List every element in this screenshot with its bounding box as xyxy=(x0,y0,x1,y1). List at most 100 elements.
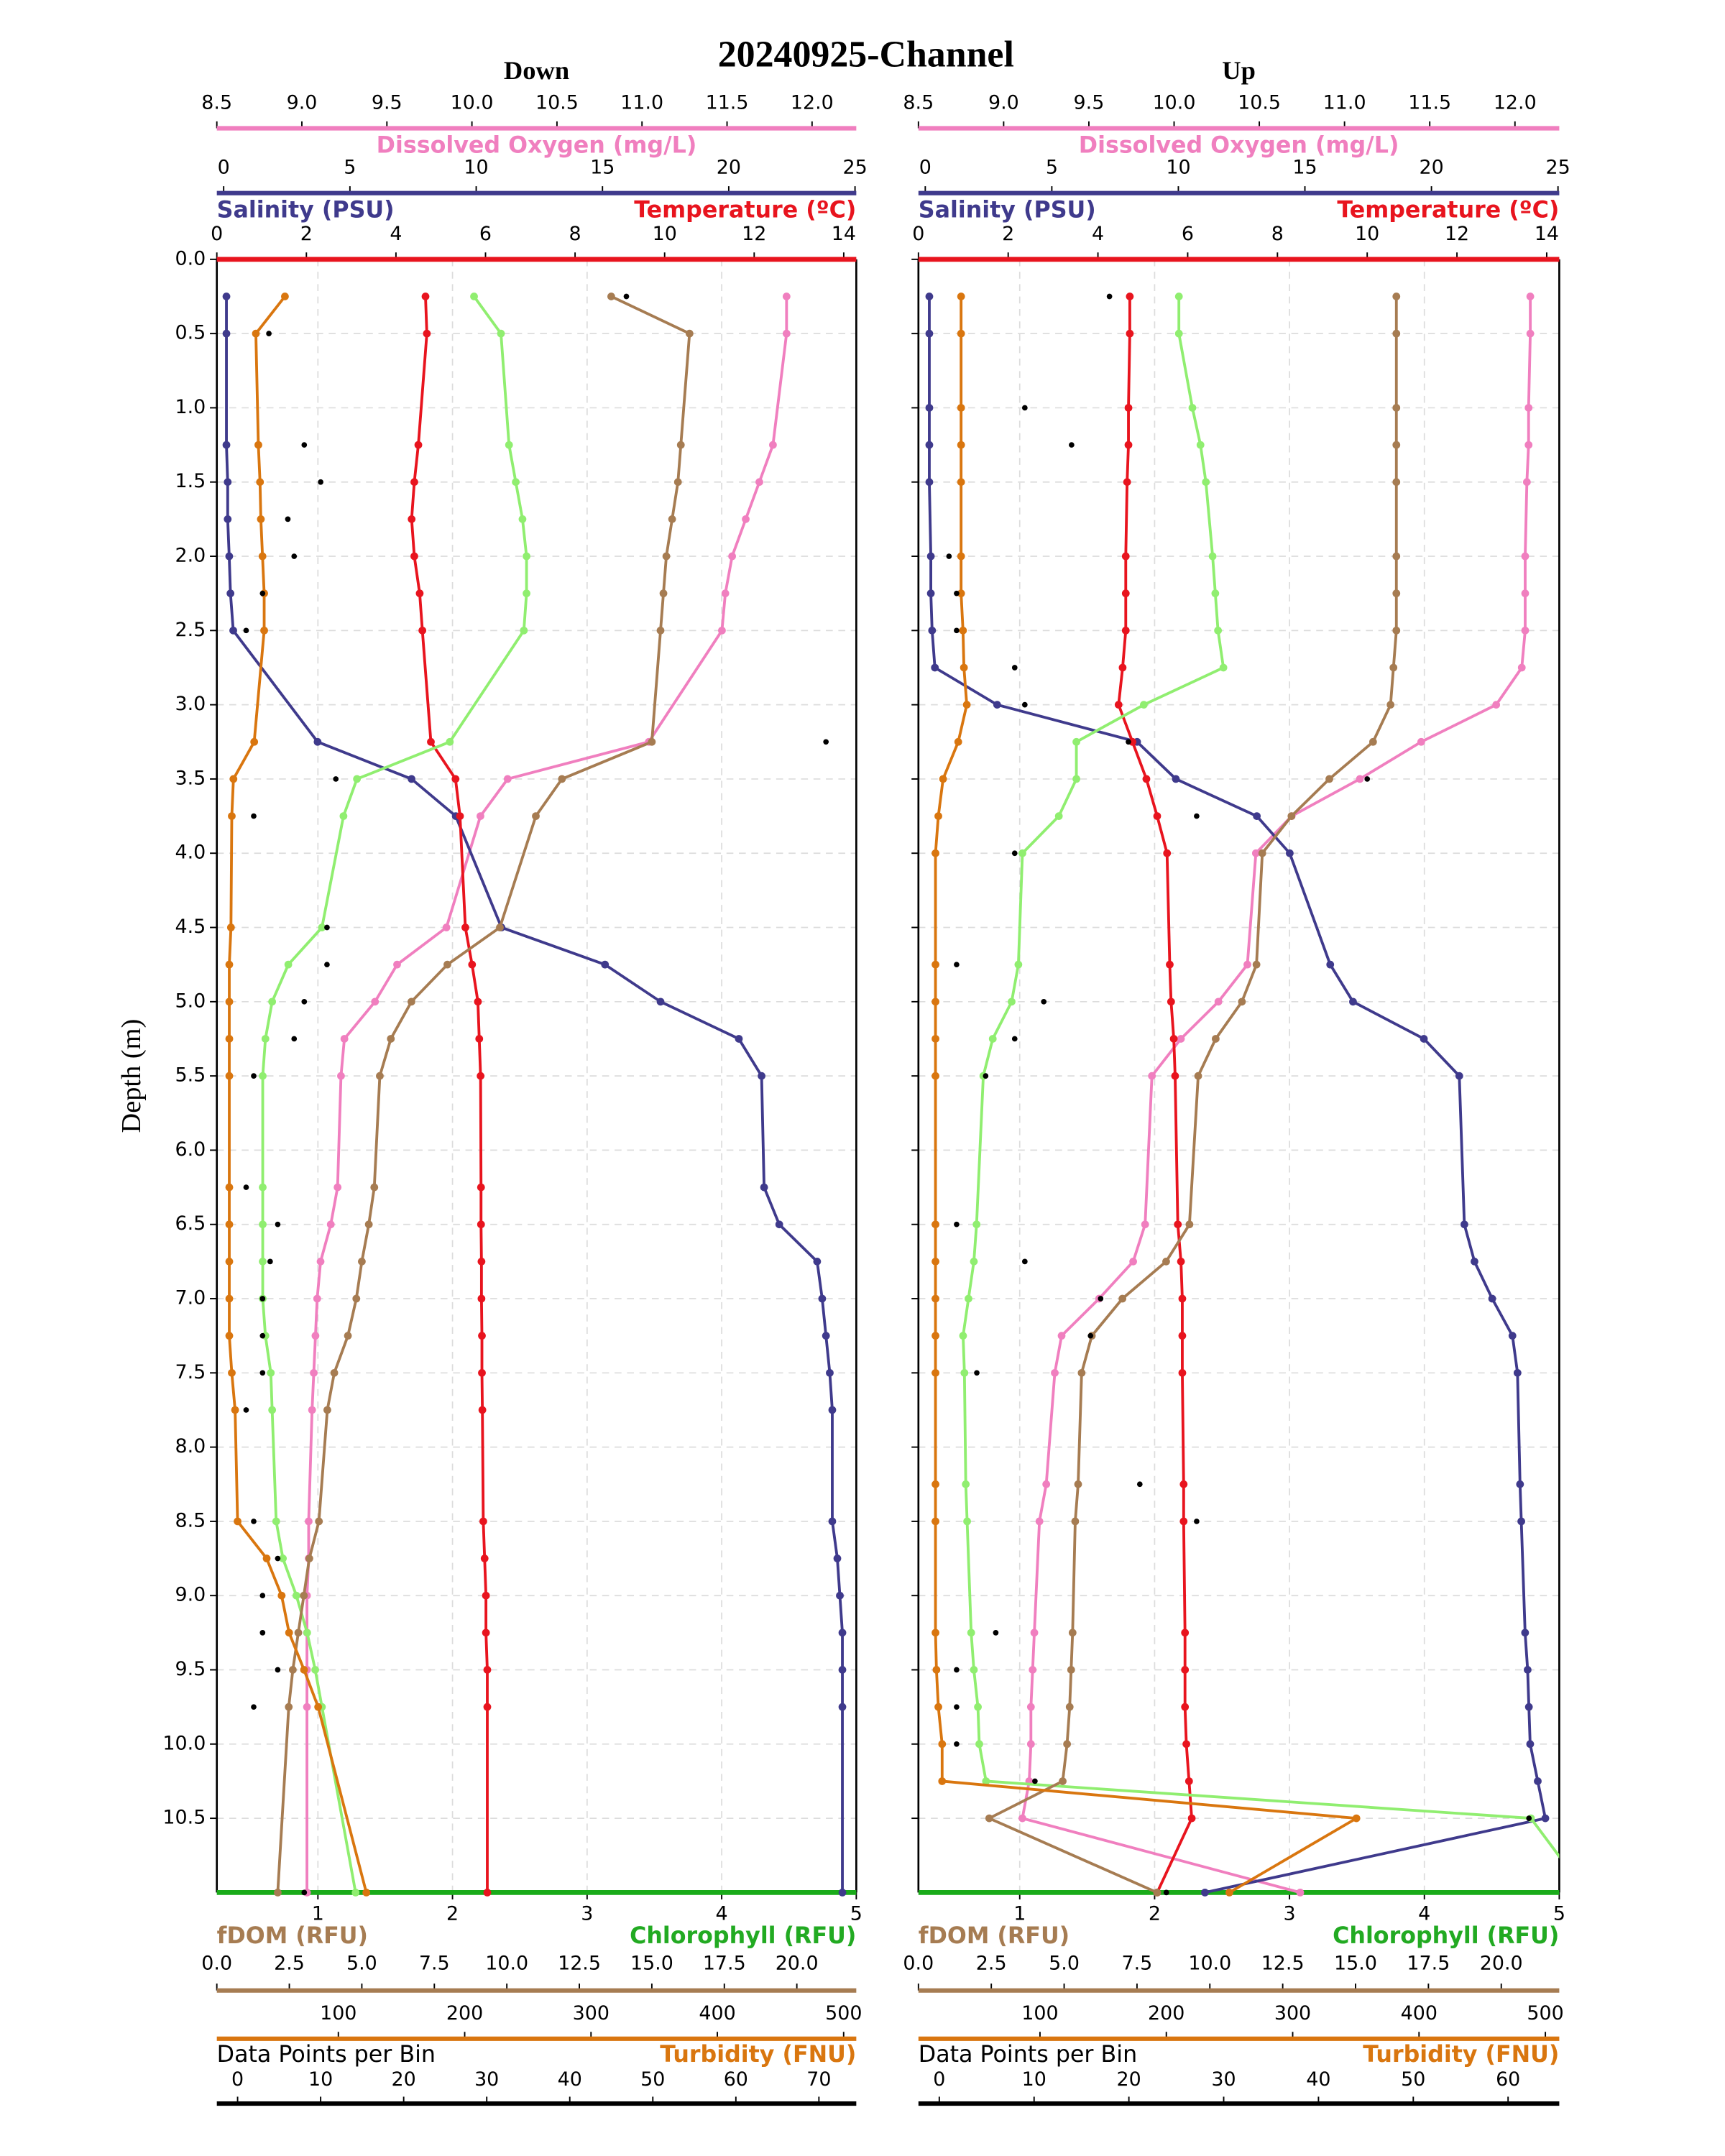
data-count-point xyxy=(1021,1258,1028,1265)
series-point xyxy=(1219,663,1228,672)
series-point xyxy=(443,960,451,969)
series-point xyxy=(258,552,267,561)
series-point xyxy=(1172,775,1180,783)
series-point xyxy=(479,1517,487,1526)
series-point xyxy=(1392,404,1401,412)
y-tick-label: 6.5 xyxy=(175,1212,206,1235)
series-point xyxy=(337,1072,345,1080)
series-point xyxy=(932,1368,939,1377)
series-point xyxy=(225,998,234,1006)
data-count-point xyxy=(324,962,330,968)
series-point xyxy=(1243,960,1251,969)
series-point xyxy=(523,552,530,561)
data-count-point xyxy=(243,1184,249,1190)
data-count-point xyxy=(243,627,249,634)
series-point xyxy=(1163,849,1172,857)
series-point xyxy=(316,1257,325,1266)
series-point xyxy=(229,626,237,635)
series-point xyxy=(970,1257,978,1266)
series-point xyxy=(1492,701,1501,709)
series-point xyxy=(520,626,528,635)
x-tick-label: 500 xyxy=(825,2002,862,2024)
series-point xyxy=(1252,960,1261,969)
series-point xyxy=(1042,1480,1051,1488)
series-point xyxy=(334,1183,342,1192)
series-point xyxy=(1067,1666,1075,1674)
series-point xyxy=(1178,1332,1187,1340)
series-point xyxy=(311,1332,320,1340)
series-point xyxy=(957,329,965,338)
series-point xyxy=(735,1035,743,1043)
series-point xyxy=(1142,775,1151,783)
series-point xyxy=(225,1257,234,1266)
series-point xyxy=(1211,589,1220,598)
x-tick-label: 5 xyxy=(1553,1903,1565,1925)
series-point xyxy=(1126,329,1134,338)
x-tick-label: 1 xyxy=(312,1903,324,1925)
series-point xyxy=(1286,849,1294,857)
y-tick-label: 0.5 xyxy=(175,322,206,344)
series-point xyxy=(477,1220,485,1229)
data-count-point xyxy=(243,1407,249,1413)
data-count-point xyxy=(983,1073,989,1079)
x-tick-label: 20.0 xyxy=(776,1953,819,1975)
series-point xyxy=(1258,849,1266,857)
series-point xyxy=(482,1591,490,1600)
axis-label: Salinity (PSU) xyxy=(217,198,395,224)
series-point xyxy=(926,552,935,561)
series-point xyxy=(503,775,512,783)
series-point xyxy=(836,1591,844,1600)
x-tick-label: 11.5 xyxy=(706,91,749,114)
x-tick-label: 10 xyxy=(1022,2068,1046,2091)
data-count-point xyxy=(275,1555,281,1562)
series-point xyxy=(1508,1332,1517,1340)
x-tick-label: 20 xyxy=(392,2068,416,2091)
x-tick-label: 5.0 xyxy=(346,1953,377,1975)
x-tick-label: 300 xyxy=(573,2002,610,2024)
x-tick-label: 10.0 xyxy=(1153,91,1196,114)
data-count-point xyxy=(259,1370,266,1376)
data-count-point xyxy=(954,1704,960,1710)
series-point xyxy=(1196,441,1205,449)
series-point xyxy=(728,552,737,561)
data-count-point xyxy=(1011,665,1018,671)
x-tick-label: 14 xyxy=(832,223,856,245)
series-point xyxy=(1287,812,1296,820)
data-count-point xyxy=(954,1741,960,1747)
x-tick-label: 4 xyxy=(716,1903,728,1925)
series-point xyxy=(926,589,935,598)
x-tick-label: 8.5 xyxy=(903,91,934,114)
y-tick-label: 4.0 xyxy=(175,842,206,864)
series-point xyxy=(1068,1628,1077,1637)
series-point xyxy=(303,1703,311,1711)
series-point xyxy=(1051,1368,1059,1377)
series-point xyxy=(285,1703,293,1711)
x-tick-label: 25 xyxy=(1546,157,1570,179)
series-point xyxy=(371,998,380,1006)
series-point xyxy=(1524,1703,1533,1711)
series-point xyxy=(358,1257,366,1266)
series-line xyxy=(261,295,528,1893)
x-tick-label: 11.5 xyxy=(1408,91,1451,114)
x-tick-label: 10.0 xyxy=(451,91,494,114)
series-line xyxy=(276,295,691,1893)
series-point xyxy=(1065,1703,1074,1711)
series-point xyxy=(769,441,777,449)
series-point xyxy=(415,589,424,598)
y-tick-label: 10.0 xyxy=(162,1732,206,1754)
series-point xyxy=(659,589,668,598)
series-point xyxy=(931,663,939,672)
series-point xyxy=(828,1517,837,1526)
series-point xyxy=(1368,737,1377,746)
series-point xyxy=(932,1628,939,1637)
series-point xyxy=(1071,1517,1080,1526)
series-point xyxy=(1179,1480,1188,1488)
series-point xyxy=(279,1554,288,1562)
series-point xyxy=(1129,1257,1137,1266)
series-point xyxy=(370,1183,379,1192)
series-point xyxy=(932,960,939,969)
x-tick-label: 400 xyxy=(699,2002,735,2024)
series-point xyxy=(330,1368,339,1377)
series-point xyxy=(478,1406,487,1414)
series-point xyxy=(963,1517,971,1526)
